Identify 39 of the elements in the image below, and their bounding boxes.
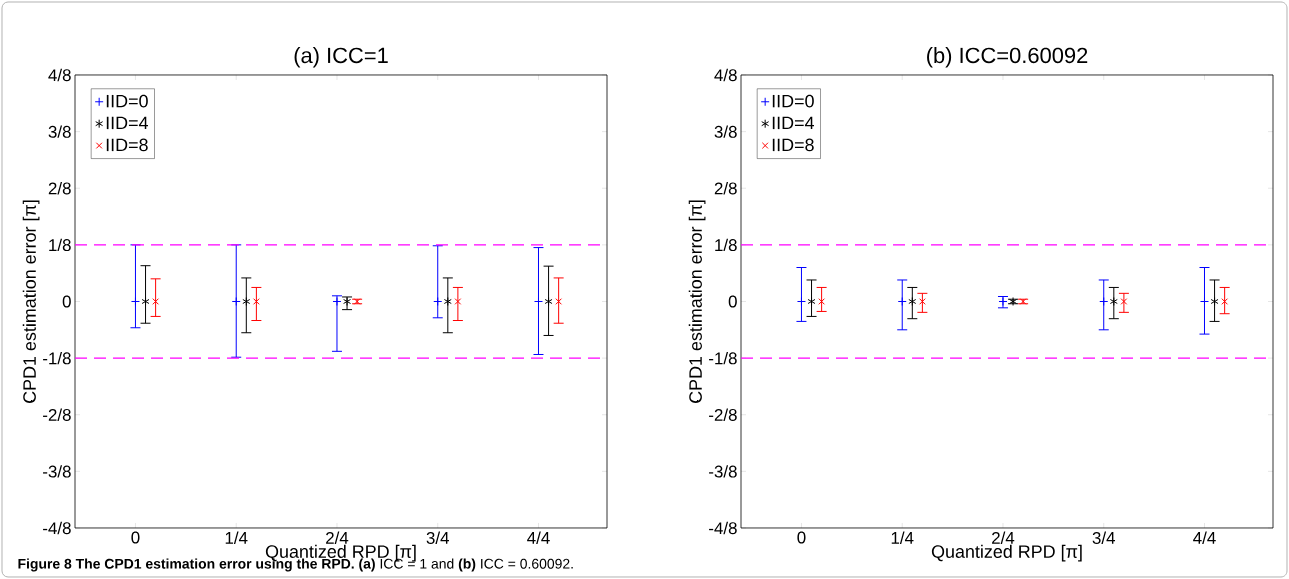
y-tick-label: -2/8	[43, 408, 71, 421]
y-tick-label: -3/8	[709, 465, 737, 478]
legend-label: IID=4	[106, 116, 149, 130]
x-axis-title: Quantized RPD [π]	[931, 544, 1082, 562]
legend-label: IID=0	[772, 94, 814, 108]
y-tick-label: 2/8	[48, 182, 71, 195]
y-tick-label: -1/8	[43, 351, 71, 365]
legend-label: IID=0	[106, 94, 148, 108]
y-tick-label: 0	[62, 295, 71, 308]
y-axis-title: CPD1 estimation error [π]	[688, 200, 706, 403]
y-tick-label: 2/8	[714, 182, 737, 195]
y-axis-title: CPD1 estimation error [π]	[22, 200, 40, 403]
x-tick-label: 4/4	[527, 531, 550, 544]
y-tick-label: -2/8	[709, 408, 737, 421]
x-tick-label: 2/4	[326, 531, 349, 544]
y-tick-label: 1/8	[49, 238, 71, 252]
legend-label: IID=8	[772, 138, 814, 152]
legend-label: IID=4	[772, 116, 815, 130]
y-tick-label: 4/8	[714, 68, 737, 82]
x-tick-label: 1/4	[891, 531, 914, 544]
y-tick-label: -4/8	[709, 521, 737, 535]
x-tick-label: 0	[797, 531, 806, 544]
legend-label: IID=8	[106, 138, 148, 152]
y-tick-label: 1/8	[715, 238, 737, 252]
y-tick-label: 3/8	[48, 125, 71, 138]
x-tick-label: 3/4	[1092, 531, 1116, 544]
x-tick-label: 4/4	[1193, 531, 1216, 544]
y-tick-label: -3/8	[43, 465, 71, 478]
x-tick-label: 1/4	[225, 531, 248, 544]
y-tick-label: 0	[728, 295, 737, 308]
x-tick-label: 3/4	[426, 531, 450, 544]
y-tick-label: 3/8	[714, 125, 737, 138]
chart-title: (b) ICC=0.60092	[927, 47, 1088, 68]
x-tick-label: 2/4	[992, 531, 1015, 544]
y-tick-label: 4/8	[48, 68, 71, 82]
chart-title: (a) ICC=1	[294, 47, 388, 68]
y-tick-label: -4/8	[43, 521, 71, 535]
y-tick-label: -1/8	[709, 351, 737, 365]
x-tick-label: 0	[131, 531, 140, 544]
